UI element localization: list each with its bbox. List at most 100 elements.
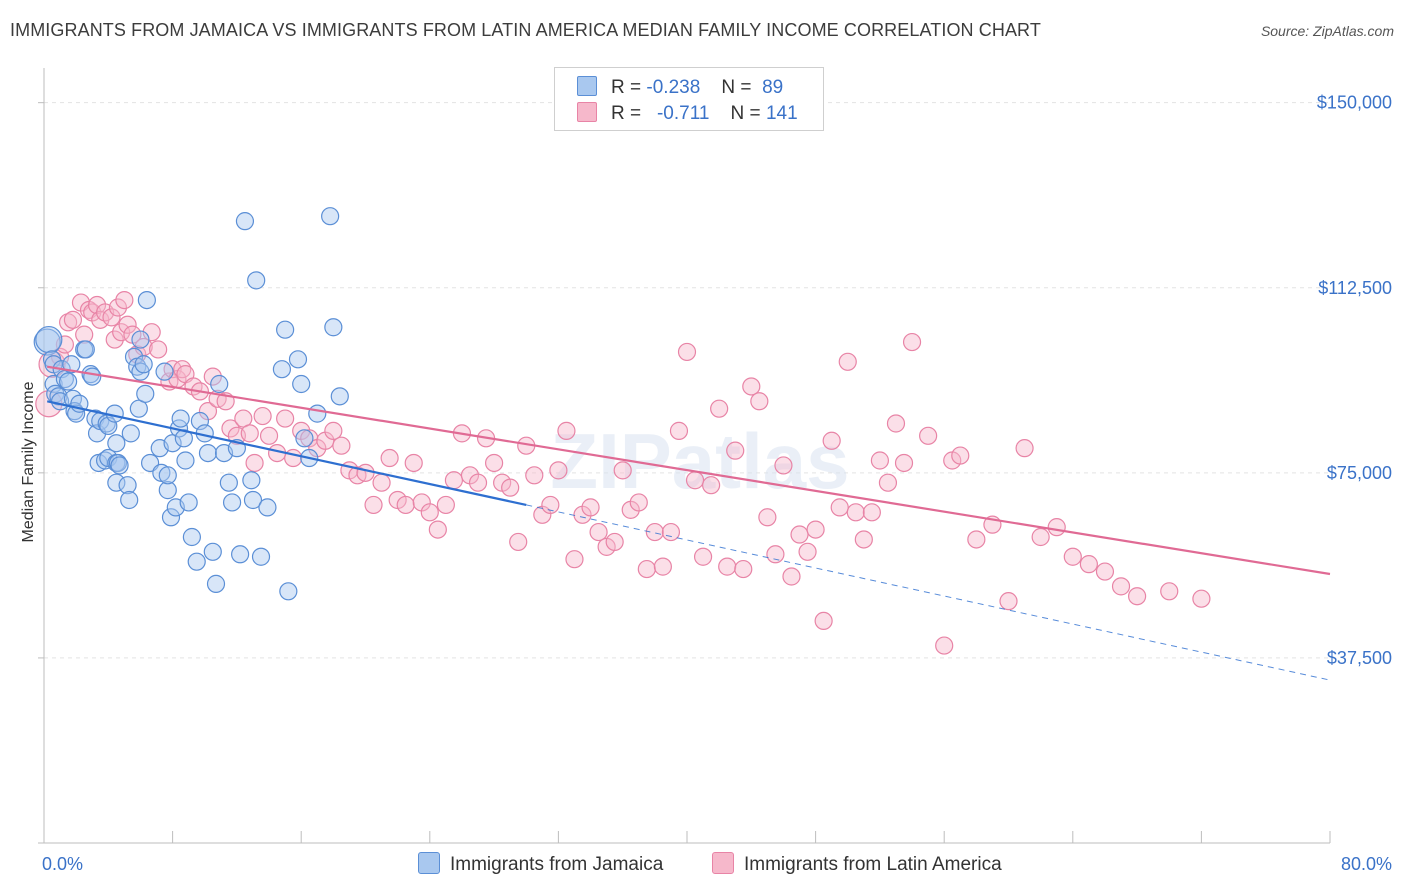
jamaica-point bbox=[76, 340, 95, 359]
latin-point bbox=[149, 340, 168, 359]
latin-point bbox=[798, 542, 817, 561]
latin-point bbox=[677, 342, 697, 362]
latin-point bbox=[1160, 582, 1179, 601]
jamaica-point bbox=[176, 451, 195, 470]
latin-point bbox=[750, 392, 769, 411]
latin-point bbox=[203, 367, 222, 386]
latin-point bbox=[742, 377, 761, 396]
jamaica-point bbox=[83, 367, 102, 386]
y-tick-label: $150,000 bbox=[1317, 93, 1392, 113]
latin-point bbox=[734, 559, 753, 579]
latin-point bbox=[1192, 589, 1211, 608]
latin-legend-label: Immigrants from Latin America bbox=[744, 854, 1002, 875]
latin-point bbox=[245, 453, 264, 473]
latin-point bbox=[637, 559, 656, 579]
latin-point bbox=[822, 431, 841, 450]
jamaica-point bbox=[62, 355, 81, 374]
latin-point bbox=[870, 451, 890, 470]
jamaica-point bbox=[120, 490, 139, 510]
latin-point bbox=[240, 424, 259, 443]
latin-point bbox=[509, 532, 528, 552]
latin-point bbox=[485, 453, 504, 473]
latin-point bbox=[814, 611, 833, 631]
jamaica-point bbox=[295, 429, 314, 448]
latin-swatch bbox=[577, 102, 597, 122]
latin-point bbox=[128, 345, 147, 364]
jamaica-point bbox=[107, 434, 126, 453]
latin-point bbox=[806, 520, 825, 539]
jamaica-point bbox=[35, 325, 63, 354]
latin-point bbox=[444, 471, 464, 490]
latin-point bbox=[894, 453, 914, 473]
gridlines bbox=[44, 102, 1330, 659]
jamaica-point bbox=[110, 456, 129, 475]
latin-point bbox=[501, 478, 520, 497]
latin-point bbox=[710, 399, 729, 418]
latin-point bbox=[372, 473, 391, 492]
latin-point bbox=[404, 453, 423, 473]
legend-n-value: 141 bbox=[765, 103, 798, 124]
jamaica-point bbox=[33, 328, 61, 356]
latin-point bbox=[846, 503, 865, 522]
legend-row-jamaica: R = -0.238 N = 89 bbox=[577, 76, 783, 100]
latin-point bbox=[428, 520, 447, 539]
legend-r-value: -0.238 bbox=[646, 77, 701, 98]
latin-point bbox=[75, 325, 94, 344]
y-axis-label: Median Family Income bbox=[20, 381, 37, 542]
jamaica-point bbox=[231, 545, 250, 564]
jamaica-swatch bbox=[577, 76, 597, 96]
latin-legend-swatch bbox=[712, 852, 734, 874]
latin-point bbox=[935, 636, 954, 655]
latin-point bbox=[653, 557, 672, 576]
jamaica-point bbox=[219, 473, 238, 492]
latin-point bbox=[102, 308, 121, 327]
latin-point bbox=[685, 471, 705, 490]
latin-point bbox=[63, 310, 83, 329]
latin-point bbox=[142, 323, 161, 342]
latin-point bbox=[999, 592, 1018, 611]
latin-point bbox=[581, 498, 600, 517]
jamaica-point bbox=[136, 384, 155, 403]
legend-row-latin: R = -0.711 N = 141 bbox=[577, 102, 798, 126]
latin-point bbox=[259, 426, 279, 445]
jamaica-point bbox=[187, 552, 206, 571]
jamaica-series bbox=[33, 207, 349, 601]
latin-point bbox=[661, 522, 681, 542]
latin-point bbox=[221, 419, 240, 438]
jamaica-point bbox=[324, 318, 343, 337]
bottom-legend-jamaica: Immigrants from Jamaica bbox=[418, 852, 663, 876]
jamaica-point bbox=[243, 490, 263, 510]
latin-point bbox=[420, 503, 439, 522]
latin-point bbox=[726, 441, 745, 460]
latin-point bbox=[613, 461, 632, 480]
jamaica-point bbox=[198, 443, 218, 463]
legend-r-value: -0.711 bbox=[656, 103, 710, 124]
latin-point bbox=[112, 323, 131, 342]
latin-trend-line bbox=[47, 365, 1331, 576]
latin-point bbox=[1031, 527, 1050, 547]
jamaica-point bbox=[171, 409, 190, 428]
jamaica-point bbox=[59, 372, 78, 391]
watermark: ZIPatlas bbox=[550, 417, 849, 505]
latin-america-series bbox=[35, 290, 1211, 655]
latin-point bbox=[1095, 562, 1115, 581]
latin-point bbox=[108, 298, 128, 317]
latin-point bbox=[525, 466, 544, 485]
jamaica-point bbox=[182, 527, 201, 547]
jamaica-point bbox=[134, 355, 153, 374]
latin-point bbox=[364, 495, 383, 515]
latin-point bbox=[173, 360, 192, 379]
y-tick-label: $75,000 bbox=[1327, 463, 1392, 483]
x-tick-label: 80.0% bbox=[1341, 854, 1392, 874]
latin-point bbox=[589, 522, 608, 542]
legend-r-label: R = bbox=[611, 103, 642, 124]
latin-point bbox=[324, 421, 343, 440]
latin-point bbox=[693, 547, 713, 566]
latin-point bbox=[758, 508, 777, 527]
jamaica-point bbox=[158, 466, 177, 485]
latin-point bbox=[605, 532, 624, 552]
latin-point bbox=[774, 456, 793, 475]
jamaica-point bbox=[308, 404, 327, 423]
latin-point bbox=[380, 448, 399, 468]
